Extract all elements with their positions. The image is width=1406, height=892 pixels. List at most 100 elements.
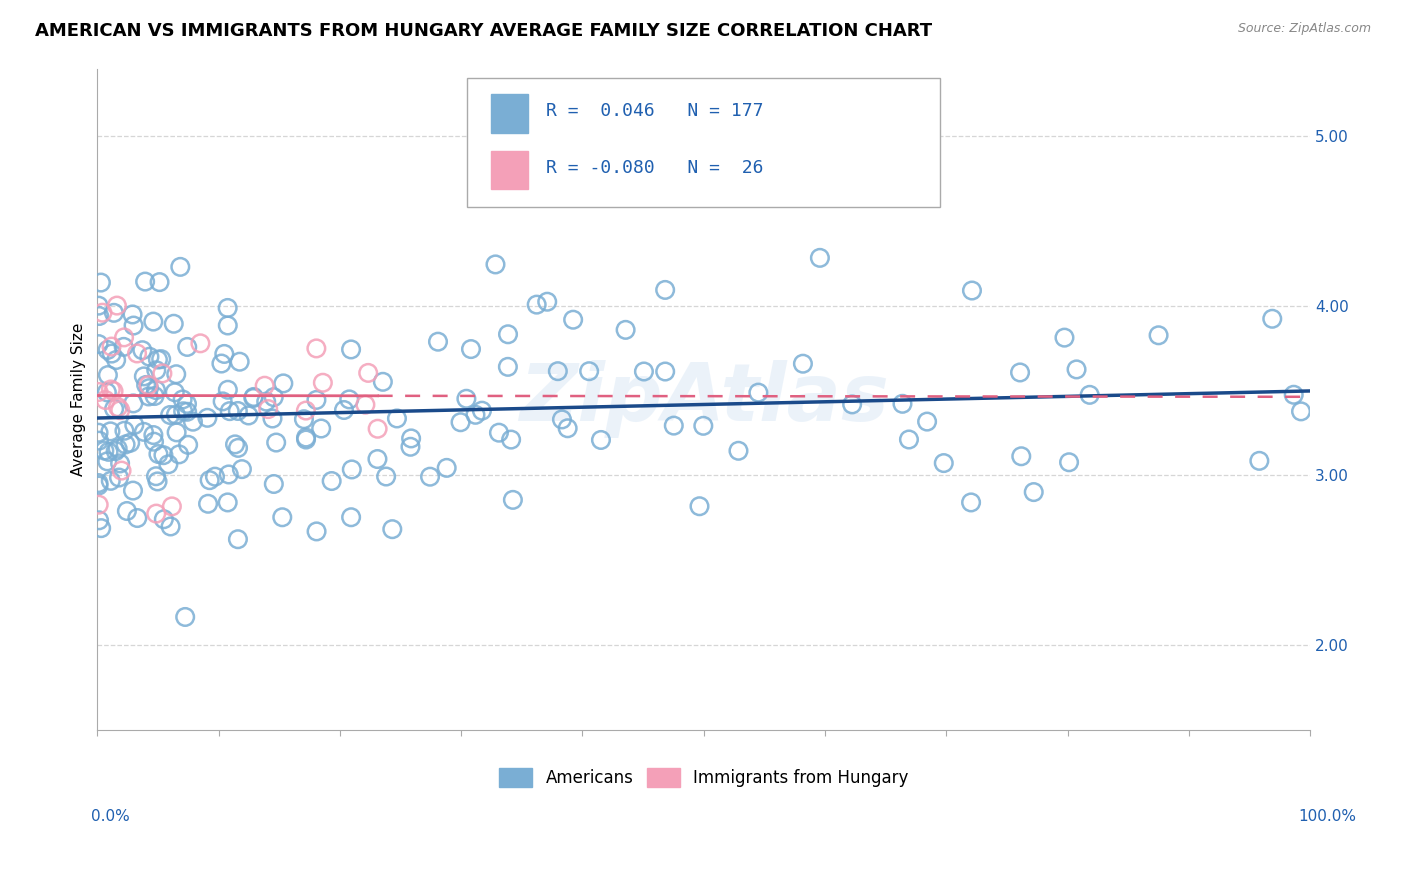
Point xyxy=(87,476,110,491)
Point xyxy=(496,327,519,342)
Point xyxy=(340,510,363,524)
Point xyxy=(87,513,110,527)
Point xyxy=(218,467,240,482)
Point xyxy=(198,473,221,487)
Point xyxy=(367,422,389,436)
Point xyxy=(138,350,160,364)
Point xyxy=(176,405,198,419)
Point xyxy=(87,425,110,440)
Point xyxy=(87,434,110,448)
Point xyxy=(165,368,187,382)
Point xyxy=(145,383,167,397)
Point xyxy=(502,492,524,507)
Point xyxy=(471,403,494,417)
Point xyxy=(960,495,983,509)
Point xyxy=(148,447,170,461)
Point xyxy=(160,500,183,514)
Point xyxy=(689,500,711,514)
Point xyxy=(309,421,332,435)
Point xyxy=(108,470,131,484)
Point xyxy=(1022,485,1045,500)
Point xyxy=(312,376,335,390)
Point xyxy=(97,445,120,459)
Point xyxy=(456,392,478,406)
Point xyxy=(242,391,264,405)
Point xyxy=(174,610,197,624)
Point xyxy=(96,385,118,400)
Point xyxy=(211,394,233,409)
Text: 100.0%: 100.0% xyxy=(1299,809,1357,823)
Point xyxy=(90,276,112,290)
Point xyxy=(337,392,360,407)
Point xyxy=(132,369,155,384)
Point xyxy=(195,410,218,425)
Point xyxy=(143,434,166,449)
Point xyxy=(262,411,284,425)
Point xyxy=(460,342,482,356)
Point xyxy=(96,343,118,357)
Point xyxy=(792,357,814,371)
Point xyxy=(91,306,114,320)
Point xyxy=(105,299,128,313)
Bar xyxy=(492,95,527,133)
Point xyxy=(209,357,232,371)
Point xyxy=(146,475,169,489)
Point xyxy=(112,330,135,344)
Point xyxy=(340,462,363,476)
Point xyxy=(357,366,380,380)
Point xyxy=(142,315,165,329)
Point xyxy=(122,483,145,498)
Point xyxy=(145,469,167,483)
Point xyxy=(100,425,122,439)
Point xyxy=(121,308,143,322)
Point xyxy=(110,403,132,417)
Point xyxy=(177,438,200,452)
Point xyxy=(450,415,472,429)
Point xyxy=(217,318,239,333)
Point xyxy=(120,435,142,450)
Point xyxy=(176,340,198,354)
Point xyxy=(305,524,328,539)
Point xyxy=(87,498,110,512)
Point xyxy=(152,448,174,462)
Point xyxy=(375,469,398,483)
Point xyxy=(264,435,287,450)
Point xyxy=(305,392,328,407)
Point xyxy=(526,298,548,312)
Text: ZipAtlas: ZipAtlas xyxy=(519,360,889,438)
Point xyxy=(107,442,129,456)
Point xyxy=(138,378,160,392)
Point xyxy=(841,397,863,411)
Point xyxy=(166,425,188,440)
Point xyxy=(114,437,136,451)
Point xyxy=(167,447,190,461)
Point xyxy=(263,390,285,404)
Point xyxy=(960,284,983,298)
Point xyxy=(662,418,685,433)
Point xyxy=(371,375,394,389)
Point xyxy=(427,334,450,349)
Text: AMERICAN VS IMMIGRANTS FROM HUNGARY AVERAGE FAMILY SIZE CORRELATION CHART: AMERICAN VS IMMIGRANTS FROM HUNGARY AVER… xyxy=(35,22,932,40)
Point xyxy=(122,396,145,410)
Point xyxy=(551,412,574,426)
Point xyxy=(165,408,187,422)
Point xyxy=(228,355,250,369)
Point xyxy=(484,257,506,271)
Point xyxy=(94,392,117,407)
Point xyxy=(163,317,186,331)
Point xyxy=(163,385,186,400)
Point xyxy=(90,521,112,535)
Point xyxy=(150,367,173,381)
Point xyxy=(159,408,181,422)
Point xyxy=(464,408,486,422)
Point xyxy=(87,337,110,351)
Point xyxy=(263,477,285,491)
Legend: Americans, Immigrants from Hungary: Americans, Immigrants from Hungary xyxy=(492,761,915,794)
Point xyxy=(891,397,914,411)
Point xyxy=(242,390,264,404)
Point xyxy=(273,376,295,391)
Point xyxy=(354,398,377,412)
Point xyxy=(104,444,127,458)
Point xyxy=(159,519,181,533)
Point xyxy=(176,397,198,411)
